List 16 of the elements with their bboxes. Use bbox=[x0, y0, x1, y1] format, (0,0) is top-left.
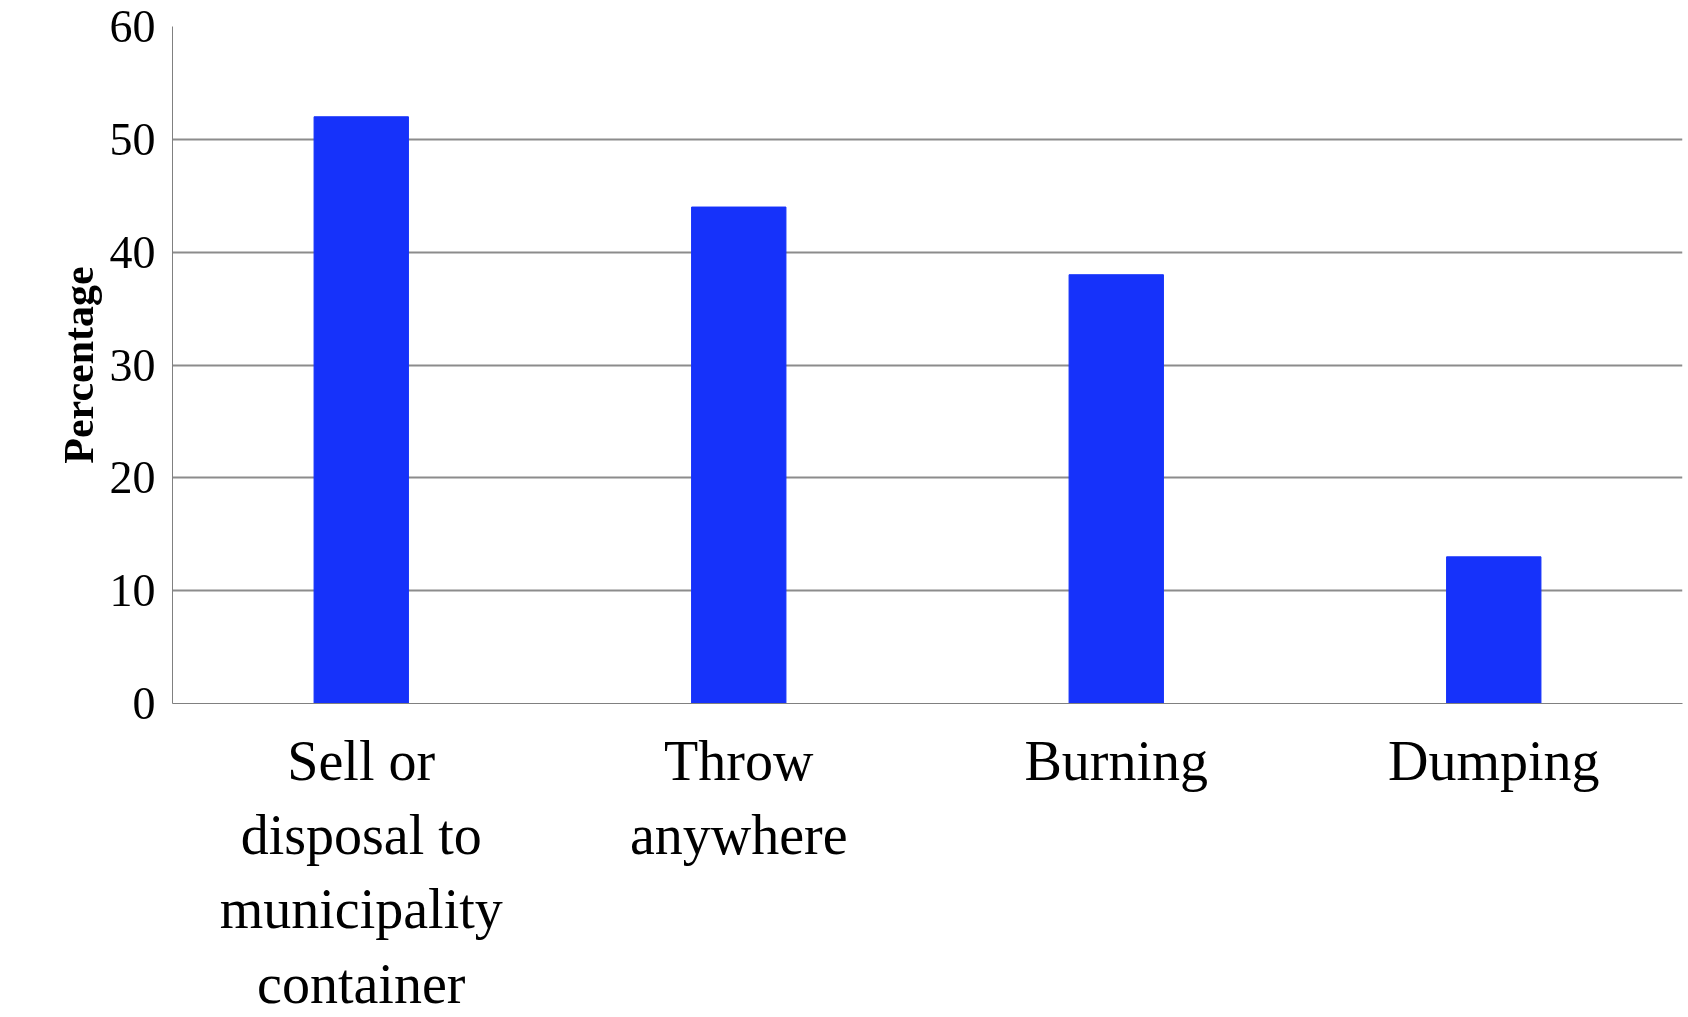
x-tick-label: Sell or disposal to municipality container bbox=[219, 729, 503, 1015]
x-tick-label: Burning bbox=[1024, 729, 1209, 792]
y-tick-label: 20 bbox=[109, 452, 156, 504]
bar bbox=[313, 116, 409, 704]
x-tick-label: Throw anywhere bbox=[629, 729, 848, 866]
bar bbox=[691, 206, 787, 704]
x-tick-label: Dumping bbox=[1387, 729, 1600, 792]
y-axis-title: Percentage bbox=[55, 266, 102, 464]
y-tick-label: 0 bbox=[132, 678, 156, 729]
bar bbox=[1068, 274, 1164, 704]
y-tick-label: 10 bbox=[109, 565, 156, 617]
y-tick-label: 50 bbox=[109, 113, 156, 165]
y-tick-label: 60 bbox=[109, 1, 156, 52]
bar bbox=[1446, 556, 1542, 704]
y-tick-label: 40 bbox=[109, 226, 156, 278]
y-tick-label: 30 bbox=[109, 339, 156, 391]
